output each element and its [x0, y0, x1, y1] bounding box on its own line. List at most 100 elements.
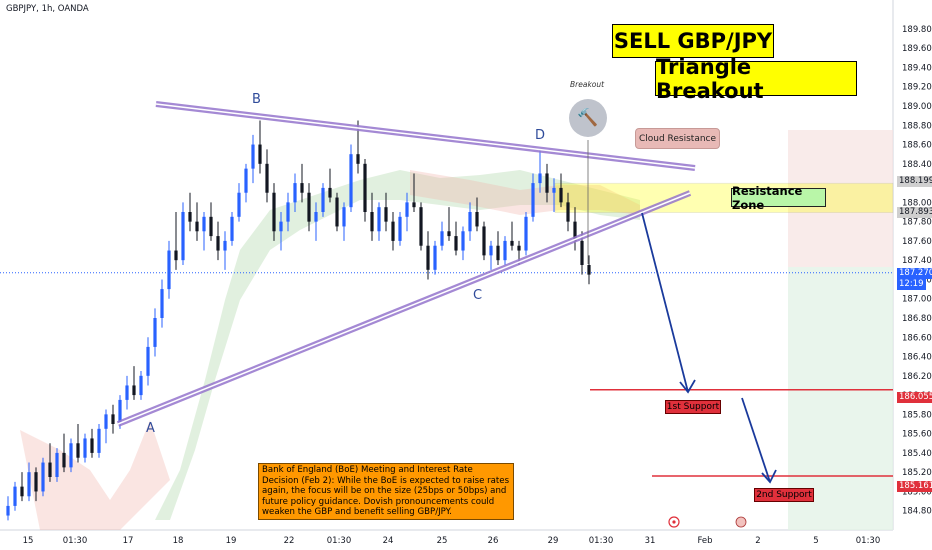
hammer-icon: 🔨 — [569, 99, 607, 137]
x-tick-label: 18 — [173, 536, 184, 546]
x-tick-label: 17 — [123, 536, 134, 546]
candle-body — [279, 221, 283, 232]
point-b-label: B — [252, 92, 261, 107]
candle-body — [69, 443, 73, 468]
candle-body — [139, 375, 143, 396]
projection-arrow-2-head — [761, 469, 777, 484]
x-tick-label: 25 — [437, 536, 448, 546]
candle-body — [475, 212, 479, 227]
candle-body — [223, 240, 227, 251]
event-marker-1 — [668, 516, 680, 528]
projection-arrow-1-head — [679, 379, 696, 394]
candle-body — [111, 414, 115, 424]
candle-body — [48, 462, 52, 477]
candle-body — [13, 486, 17, 506]
candle-body — [531, 183, 535, 217]
price-tag-185161: 185.161 — [897, 481, 932, 492]
candle-body — [97, 428, 101, 453]
y-tick-label: 187.000 — [902, 295, 932, 305]
title-main: SELL GBP/JPY — [612, 24, 774, 58]
candle-body — [153, 318, 157, 347]
point-a-label: A — [146, 421, 155, 436]
boe-note: Bank of England (BoE) Meeting and Intere… — [258, 463, 514, 520]
candle-body — [125, 385, 129, 400]
x-tick-label: 01:30 — [63, 536, 88, 546]
candle-body — [510, 240, 514, 246]
y-tick-label: 189.800 — [902, 25, 932, 35]
candle-body — [370, 212, 374, 232]
candle-body — [426, 245, 430, 270]
candle-body — [503, 240, 507, 261]
y-tick-label: 188.000 — [902, 198, 932, 208]
x-tick-label: 01:30 — [589, 536, 614, 546]
candle-body — [468, 212, 472, 232]
candle-body — [363, 163, 367, 212]
y-tick-label: 188.400 — [902, 160, 932, 170]
candle-body — [307, 192, 311, 222]
breakout-label: Breakout — [570, 80, 605, 89]
candle-body — [300, 183, 304, 193]
candle-body — [62, 452, 66, 468]
candle-body — [41, 462, 45, 492]
candle-body — [188, 212, 192, 222]
candle-body — [398, 216, 402, 241]
candle-body — [90, 438, 94, 453]
resistance-zone-label: Resistance Zone — [731, 184, 826, 212]
y-tick-label: 185.600 — [902, 430, 932, 440]
candle-body — [440, 231, 444, 246]
candle-body — [384, 207, 388, 222]
x-tick-label: Feb — [697, 536, 712, 546]
y-tick-label: 189.400 — [902, 63, 932, 73]
x-tick-label: 26 — [488, 536, 499, 546]
lower-trendline-core — [117, 192, 691, 425]
candle-body — [321, 187, 325, 212]
candle-body — [517, 245, 521, 251]
candle-body — [118, 399, 122, 424]
candle-body — [447, 231, 451, 237]
candle-body — [265, 163, 269, 193]
y-tick-label: 186.800 — [902, 314, 932, 324]
support2-label: 2nd Support — [754, 488, 814, 502]
x-tick-label: 24 — [383, 536, 394, 546]
y-tick-label: 188.600 — [902, 141, 932, 151]
x-tick-label: 5 — [813, 536, 818, 546]
event-marker-1-dot — [672, 520, 676, 524]
candle-body — [545, 173, 549, 193]
y-tick-label: 186.600 — [902, 333, 932, 343]
y-tick-label: 185.800 — [902, 410, 932, 420]
y-tick-label: 187.800 — [902, 218, 932, 228]
ichimoku-cloud-red-2 — [410, 170, 640, 215]
ichimoku-cloud-green — [155, 170, 640, 520]
y-tick-label: 185.000 — [902, 487, 932, 497]
y-tick-label: 185.400 — [902, 449, 932, 459]
candle-body — [146, 346, 150, 376]
projection-arrow-1 — [641, 212, 689, 393]
candle-body — [251, 144, 255, 169]
ticker-label: GBPJPY, 1h, OANDA — [6, 4, 89, 14]
candle-body — [244, 168, 248, 193]
candle-body — [167, 250, 171, 290]
y-tick-label: 189.200 — [902, 83, 932, 93]
y-tick-label: 184.800 — [902, 507, 932, 517]
candle-body — [349, 154, 353, 208]
candle-body — [356, 154, 360, 164]
upper-trendline-core — [155, 103, 696, 169]
ichimoku-cloud-red — [20, 420, 170, 530]
candle-body — [83, 438, 87, 458]
candle-body — [489, 245, 493, 256]
candle-body — [342, 207, 346, 227]
candle-body — [6, 505, 10, 516]
candle-body — [433, 245, 437, 270]
candle-body — [461, 231, 465, 251]
candle-body — [496, 245, 500, 261]
candle-body — [209, 216, 213, 237]
candle-body — [174, 250, 178, 261]
candle-body — [272, 192, 276, 232]
candle-body — [552, 187, 556, 193]
x-tick-label: 01:30 — [327, 536, 352, 546]
price-tag-186055: 186.055 — [897, 392, 932, 403]
candle-body — [195, 221, 199, 232]
y-tick-label: 189.000 — [902, 102, 932, 112]
x-tick-label: 22 — [284, 536, 295, 546]
